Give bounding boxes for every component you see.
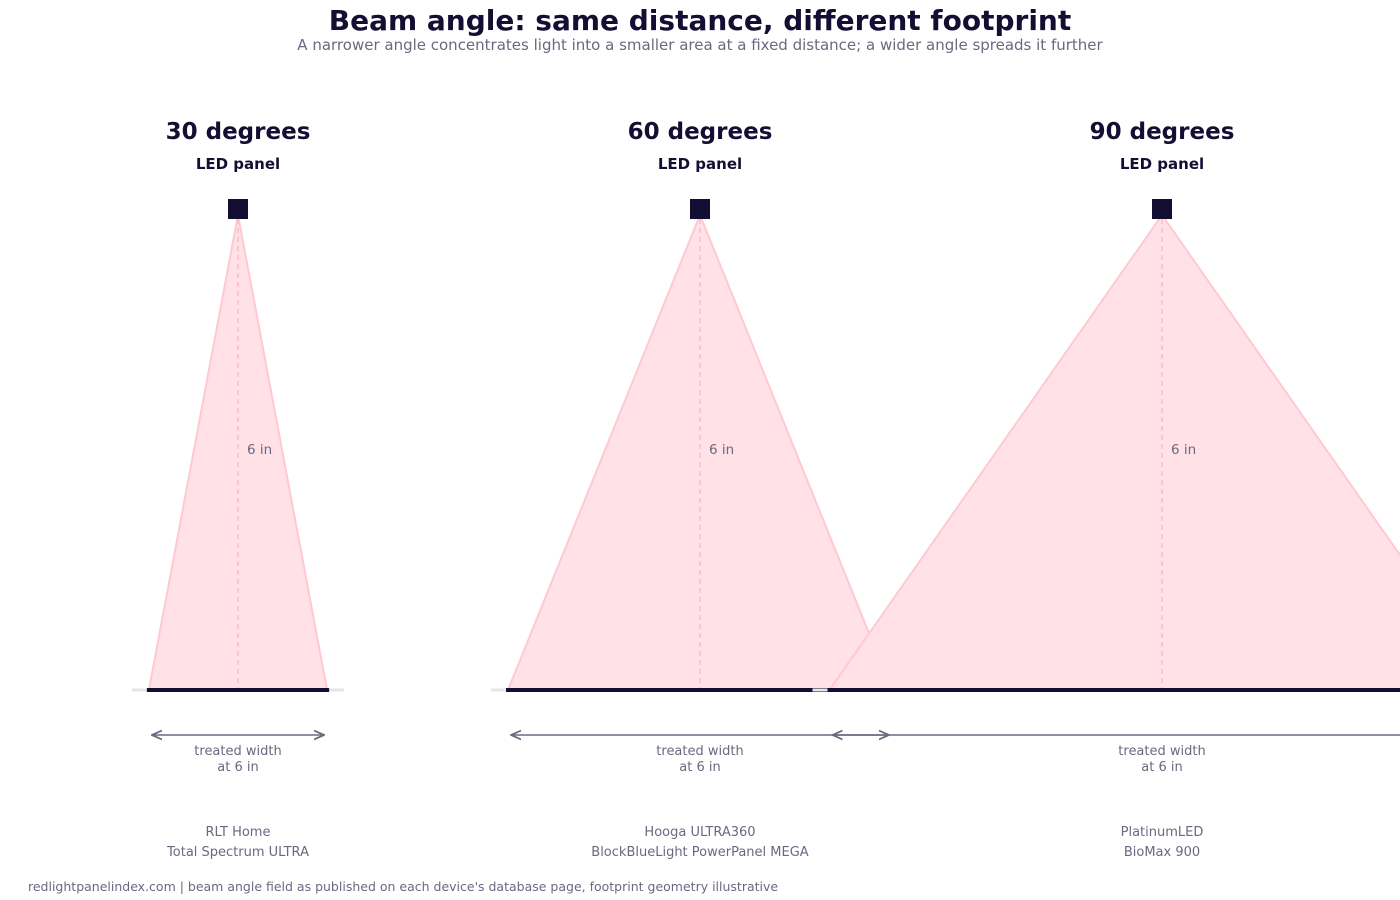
led-source-square — [690, 199, 710, 219]
device-name: Total Spectrum ULTRA — [166, 845, 309, 860]
panel-heading: 30 degrees — [166, 119, 311, 145]
panel-heading: 60 degrees — [628, 119, 773, 145]
led-source-square — [1152, 199, 1172, 219]
footer-note: redlightpanelindex.com | beam angle fiel… — [28, 879, 779, 894]
treated-width-label: treated width — [194, 744, 281, 759]
treated-width-label: treated width — [1118, 744, 1205, 759]
treated-width-distance-label: at 6 in — [1141, 760, 1182, 775]
device-name: PlatinumLED — [1121, 825, 1204, 840]
treated-width-distance-label: at 6 in — [679, 760, 720, 775]
panel-heading: 90 degrees — [1090, 119, 1235, 145]
distance-label: 6 in — [709, 442, 734, 458]
device-name: Hooga ULTRA360 — [644, 825, 755, 840]
device-name: RLT Home — [206, 825, 271, 840]
led-panel-label: LED panel — [1120, 155, 1204, 173]
beam-cone — [827, 213, 1400, 691]
treated-width-label: treated width — [656, 744, 743, 759]
distance-label: 6 in — [247, 442, 272, 458]
led-panel-label: LED panel — [196, 155, 280, 173]
device-name: BlockBlueLight PowerPanel MEGA — [591, 845, 809, 860]
device-name: BioMax 900 — [1124, 845, 1200, 860]
distance-label: 6 in — [1171, 442, 1196, 458]
led-source-square — [228, 199, 248, 219]
treated-width-distance-label: at 6 in — [217, 760, 258, 775]
page-subtitle: A narrower angle concentrates light into… — [297, 36, 1103, 54]
page-title: Beam angle: same distance, different foo… — [328, 4, 1072, 37]
led-panel-label: LED panel — [658, 155, 742, 173]
